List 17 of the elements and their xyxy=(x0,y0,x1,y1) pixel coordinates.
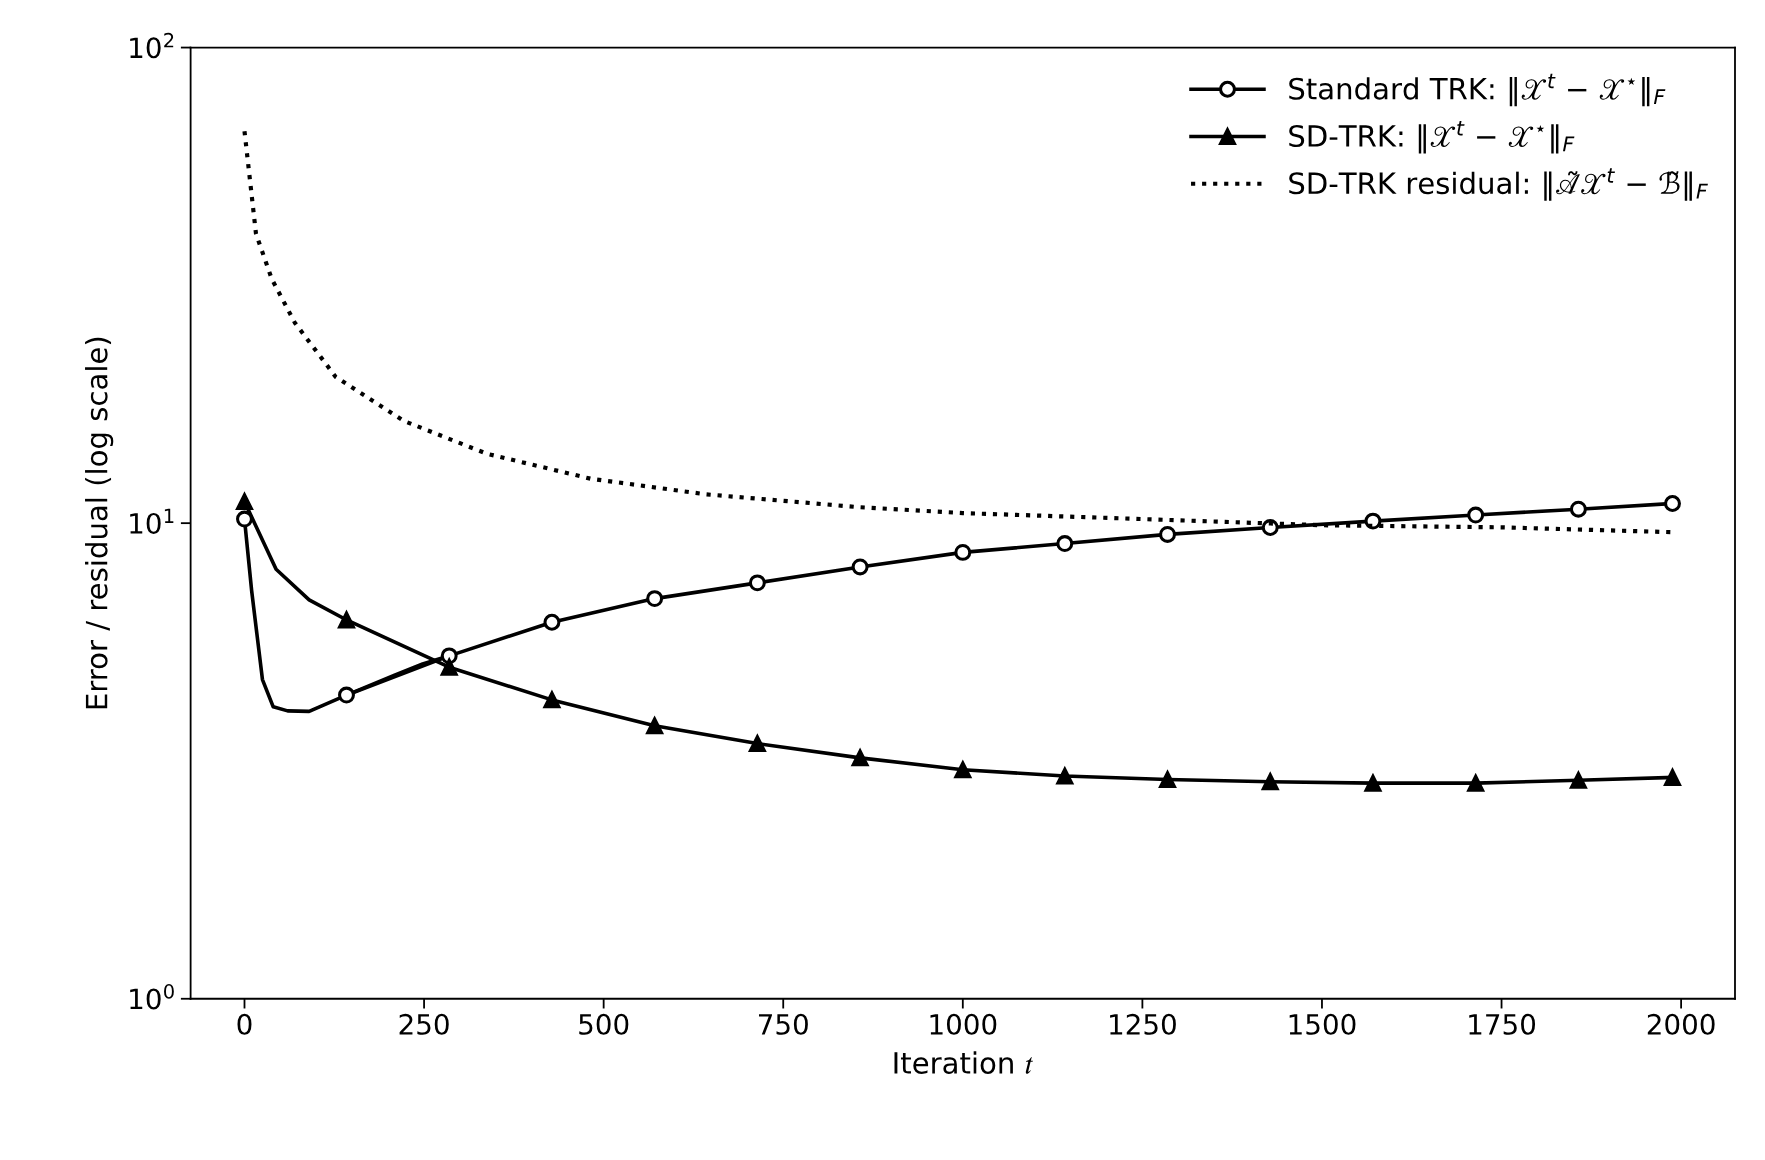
x-tick-label: 250 xyxy=(399,1013,449,1035)
y-axis-title: Error / residual (log scale) xyxy=(85,337,114,709)
x-tick-label: 500 xyxy=(579,1013,629,1035)
y-tick-label: 10$^{1}$ xyxy=(130,508,174,534)
x-tick-label: 1250 xyxy=(1110,1013,1176,1035)
legend-label: SD-TRK residual: ‖𝒜̃𝒳$^{t}$ − ℬ̃‖$_{F}$ xyxy=(1289,168,1708,201)
x-tick-label: 1500 xyxy=(1289,1013,1356,1035)
legend-label: Standard TRK: ‖𝒳$^{t}$ − 𝒳$^{⋆}$‖$_{F}$ xyxy=(1289,73,1666,107)
y-tick-label: 10$^{0}$ xyxy=(130,984,174,1010)
x-tick-label: 1750 xyxy=(1469,1013,1536,1035)
x-tick-label: 0 xyxy=(237,1013,252,1035)
legend-label: SD-TRK: ‖𝒳$^{t}$ − 𝒳$^{⋆}$‖$_{F}$ xyxy=(1289,121,1575,154)
x-tick-label: 2000 xyxy=(1647,1013,1715,1035)
x-tick-label: 1000 xyxy=(930,1013,997,1035)
x-tick-label: 750 xyxy=(759,1013,808,1035)
x-axis-title: Iteration 𝑡 xyxy=(894,1051,1033,1074)
y-tick-label: 10$^{2}$ xyxy=(130,32,174,59)
